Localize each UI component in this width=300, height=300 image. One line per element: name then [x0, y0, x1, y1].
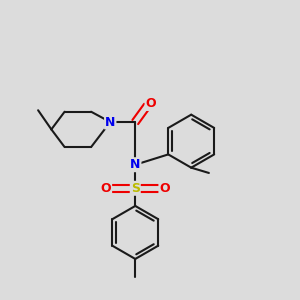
Text: O: O [100, 182, 111, 195]
Text: N: N [130, 158, 140, 171]
Text: S: S [131, 182, 140, 195]
Text: N: N [105, 116, 116, 128]
Text: O: O [146, 97, 156, 110]
Text: O: O [159, 182, 170, 195]
